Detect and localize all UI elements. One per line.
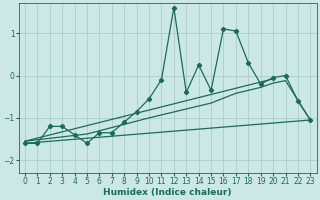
X-axis label: Humidex (Indice chaleur): Humidex (Indice chaleur) bbox=[103, 188, 232, 197]
